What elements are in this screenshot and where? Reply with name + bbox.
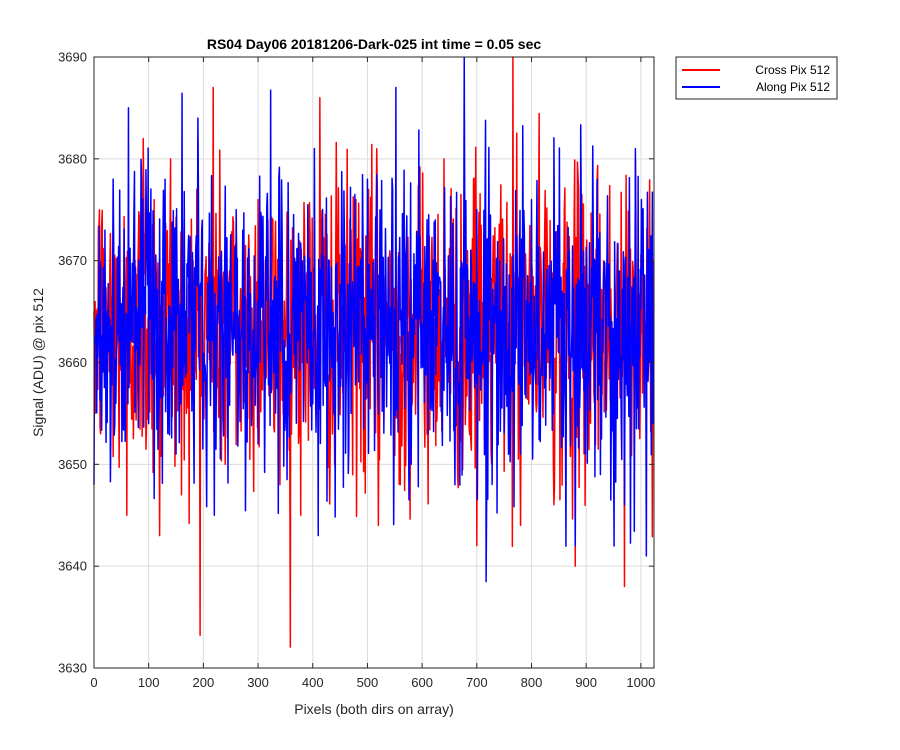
y-tick-label: 3680 (58, 151, 87, 166)
series-line-along-pix-512 (93, 56, 655, 583)
y-tick-label: 3630 (58, 661, 87, 676)
x-axis-label: Pixels (both dirs on array) (294, 701, 454, 717)
chart-title: RS04 Day06 20181206-Dark-025 int time = … (207, 36, 541, 52)
x-tick-label: 1000 (626, 675, 655, 690)
ticks: 0 100 200 300 400 500 600 700 800 900 1000 3630 3640… (58, 50, 655, 691)
x-tick-label: 0 (90, 675, 97, 690)
x-tick-label: 700 (466, 675, 488, 690)
legend-label-along: Along Pix 512 (756, 80, 830, 94)
x-tick-label: 300 (247, 675, 269, 690)
legend-box (675, 56, 838, 100)
y-axis-label: Signal (ADU) @ pix 512 (30, 288, 46, 437)
y-tick-label: 3670 (58, 253, 87, 268)
y-tick-label: 3660 (58, 355, 87, 370)
x-tick-label: 800 (521, 675, 543, 690)
x-tick-label: 500 (357, 675, 379, 690)
x-tick-label: 100 (138, 675, 160, 690)
legend-label-cross: Cross Pix 512 (755, 63, 830, 77)
x-tick-label: 600 (411, 675, 433, 690)
y-tick-label: 3690 (58, 50, 87, 65)
y-tick-label: 3640 (58, 559, 87, 574)
y-tick-label: 3650 (58, 457, 87, 472)
legend: Cross Pix 512 Along Pix 512 (675, 56, 838, 100)
x-tick-label: 400 (302, 675, 324, 690)
x-tick-label: 900 (575, 675, 597, 690)
x-tick-label: 200 (193, 675, 215, 690)
